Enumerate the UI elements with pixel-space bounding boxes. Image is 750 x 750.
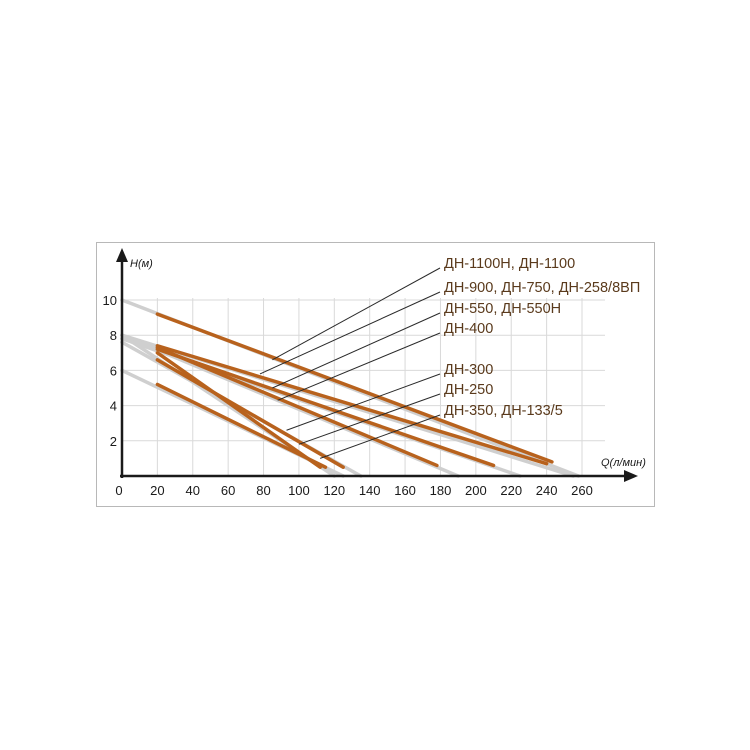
x-tick-label: 220 [500, 483, 522, 498]
x-tick-label: 240 [536, 483, 558, 498]
legend-leader-line [259, 291, 441, 375]
series-line [155, 344, 549, 466]
legend-leader-line [319, 414, 441, 459]
legend-label: ДН-1100Н, ДН-1100 [444, 256, 575, 272]
legend-leaders [259, 267, 441, 459]
x-tick-label: 0 [115, 483, 122, 498]
legend-label: ДН-900, ДН-750, ДН-258/8ВП [444, 280, 640, 296]
series-line [155, 358, 345, 469]
x-tick-label: 260 [571, 483, 593, 498]
series-line [155, 351, 322, 469]
legend-leader-line [272, 312, 441, 389]
x-tick-label: 20 [150, 483, 164, 498]
series-line [155, 312, 554, 464]
x-tick-label: 160 [394, 483, 416, 498]
x-tick-label: 200 [465, 483, 487, 498]
legend-label: ДН-350, ДН-133/5 [444, 403, 563, 419]
y-tick-label: 6 [110, 363, 117, 378]
y-axis-arrow [116, 248, 128, 262]
legend-leader-line [298, 393, 441, 445]
legend-label: ДН-300 [444, 362, 493, 378]
grid [122, 298, 605, 476]
x-tick-label: 120 [323, 483, 345, 498]
y-axis-label: H(м) [130, 258, 153, 270]
legend-leader-line [277, 332, 441, 401]
y-tick-label: 4 [110, 399, 117, 414]
series-line [155, 345, 439, 468]
series-lines [155, 312, 554, 469]
x-tick-label: 140 [359, 483, 381, 498]
legend-label: ДН-250 [444, 382, 493, 398]
legend-leader-line [272, 267, 441, 361]
labels: 0 20 40 60 80 100 120 140 160 180 200 220 240 260 2 4 6 8… [103, 256, 647, 498]
y-tick-label: 8 [110, 328, 117, 343]
x-axis-label: Q(л/мин) [601, 457, 646, 469]
legend-label: ДН-550, ДН-550Н [444, 301, 561, 317]
x-tick-label: 60 [221, 483, 235, 498]
x-tick-label: 40 [186, 483, 200, 498]
x-tick-label: 80 [256, 483, 270, 498]
series-line [155, 382, 328, 469]
legend-leader-line [286, 373, 441, 431]
x-tick-label: 180 [430, 483, 452, 498]
y-tick-label: 2 [110, 434, 117, 449]
axes [116, 248, 638, 482]
x-axis-arrow [624, 470, 638, 482]
y-tick-label: 10 [103, 293, 117, 308]
series-line [155, 347, 496, 468]
legend-label: ДН-400 [444, 321, 493, 337]
x-tick-label: 100 [288, 483, 310, 498]
